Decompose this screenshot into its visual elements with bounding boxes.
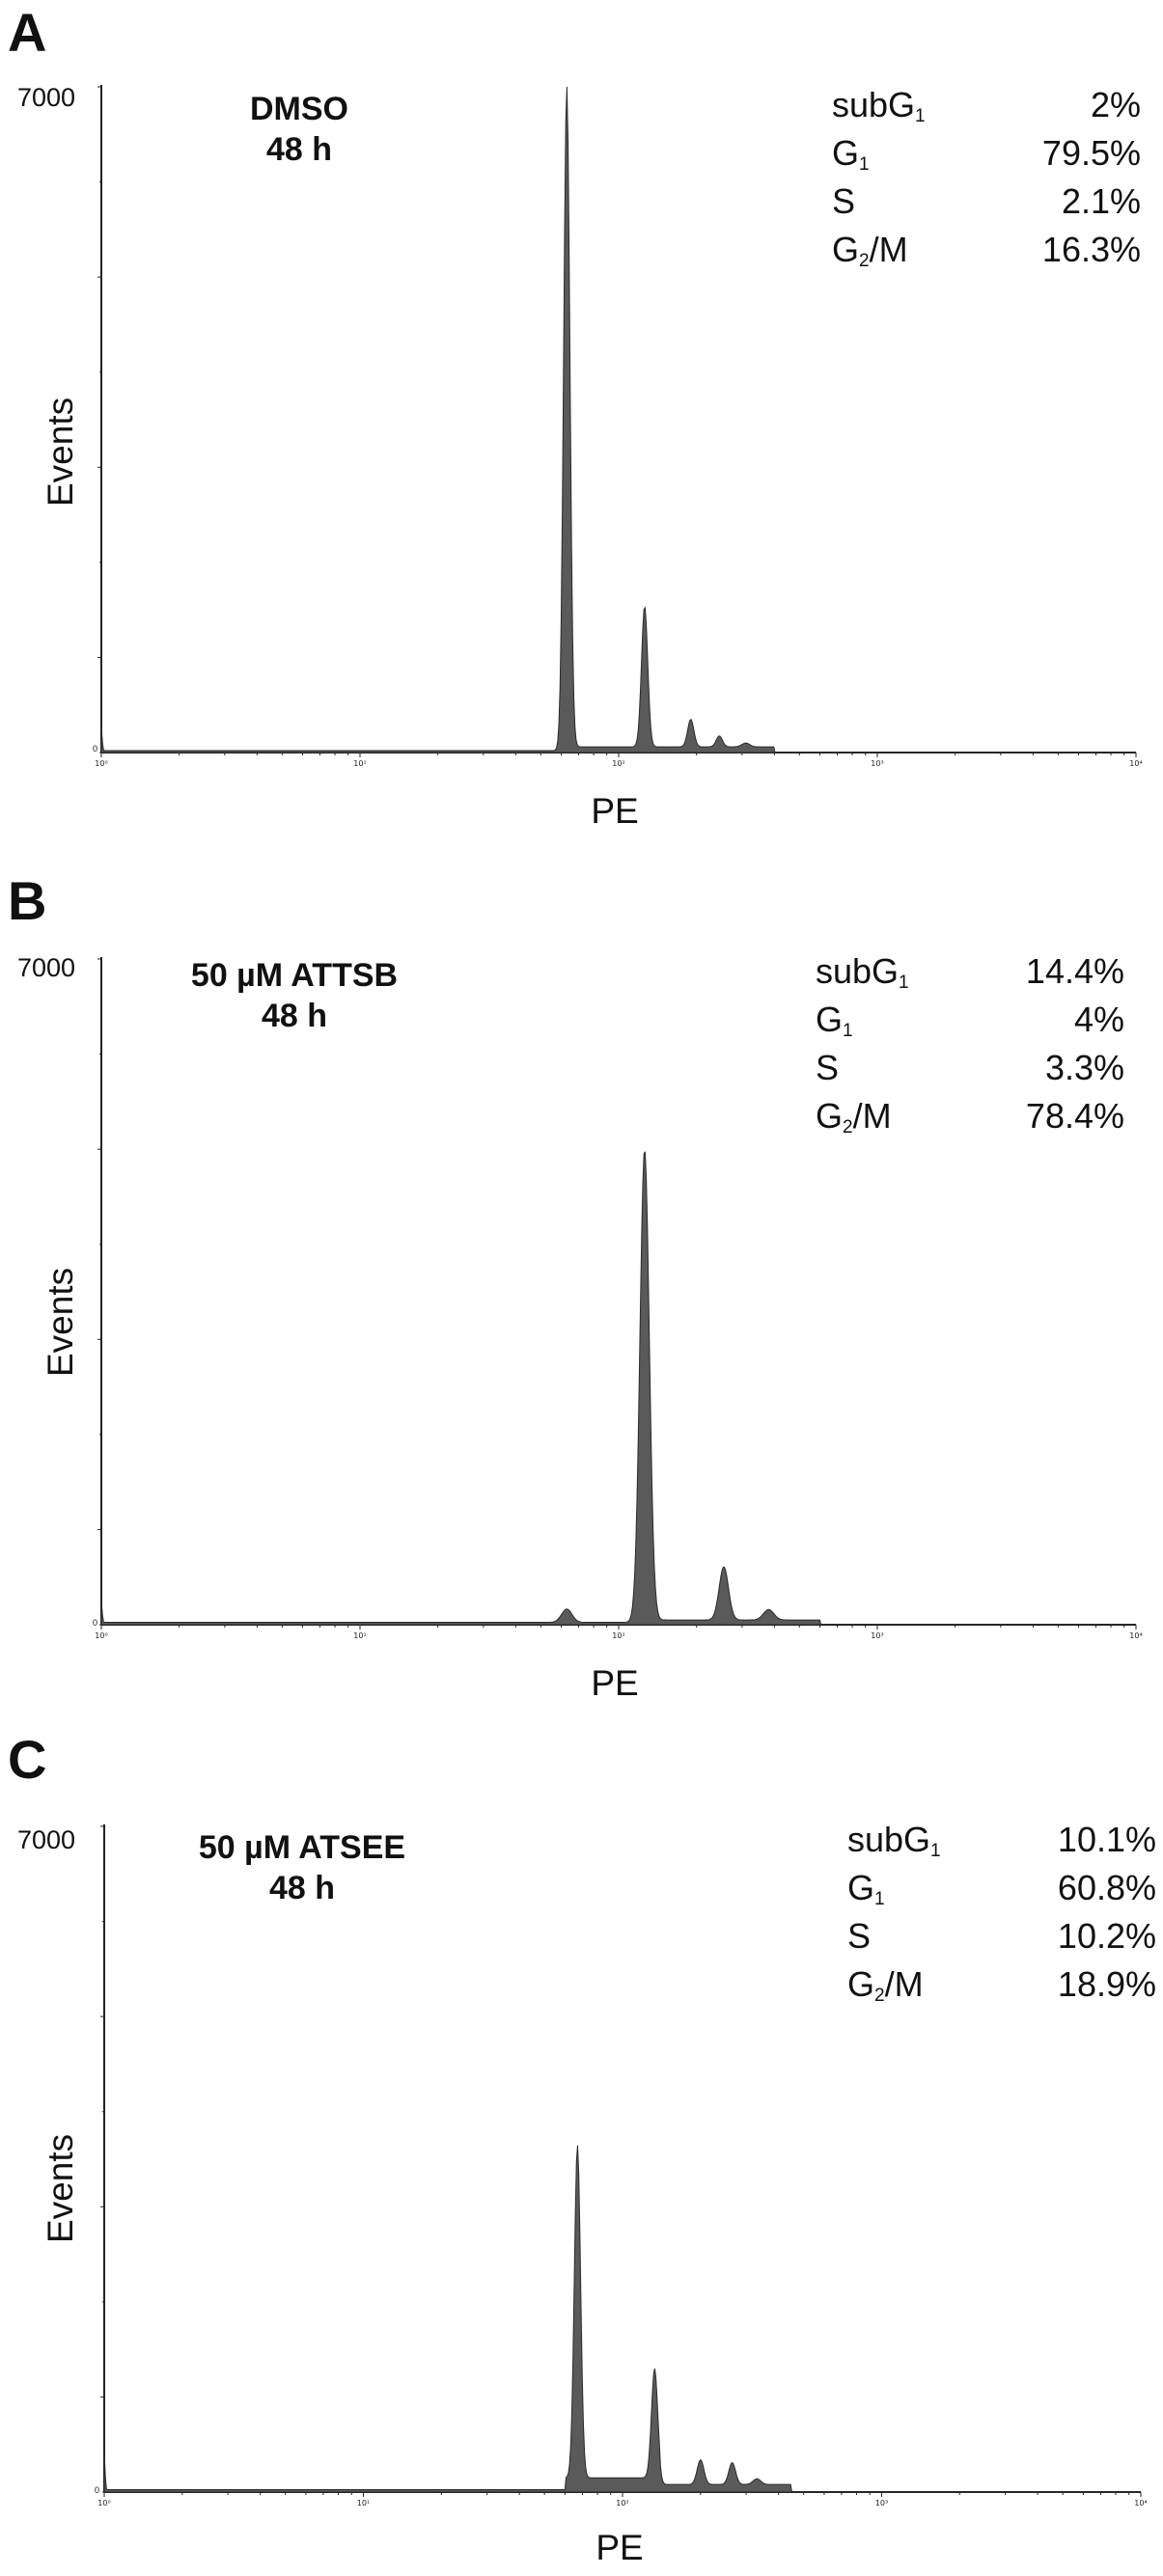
x-tick-label: 10⁴	[1129, 1631, 1142, 1640]
x-tick-label: 10⁰	[95, 1631, 107, 1640]
histogram-plot: 10⁰ 10¹ 10² 10³ 10⁴	[0, 859, 1163, 1717]
x-tick-label: 10⁴	[1134, 2499, 1147, 2507]
panel-b: B 50 µM ATTSB 48 h 7000 0 Events PE subG…	[0, 859, 1163, 1717]
x-tick-label: 10²	[612, 759, 624, 768]
x-tick-label: 10³	[871, 1631, 883, 1640]
histogram-area	[101, 1152, 1136, 1625]
x-tick-label: 10⁴	[1129, 759, 1142, 768]
x-tick-label: 10³	[875, 2499, 888, 2507]
histogram-plot: 10⁰ 10¹ 10² 10³ 10⁴	[0, 1717, 1163, 2576]
panel-c: C 50 µM ATSEE 48 h 7000 0 Events PE subG…	[0, 1717, 1163, 2576]
histogram-area	[101, 87, 1136, 753]
histogram-area	[104, 2146, 1141, 2492]
x-tick-label: 10²	[612, 1631, 624, 1640]
x-tick-label: 10¹	[353, 1631, 366, 1640]
x-tick-label: 10⁰	[97, 2499, 110, 2507]
x-tick-label: 10⁰	[95, 759, 107, 768]
x-tick-label: 10¹	[357, 2499, 370, 2507]
histogram-plot: 10⁰ 10¹ 10² 10³ 10⁴	[0, 0, 1163, 859]
x-tick-label: 10²	[616, 2499, 628, 2507]
x-tick-label: 10³	[871, 759, 883, 768]
x-tick-label: 10¹	[353, 759, 366, 768]
